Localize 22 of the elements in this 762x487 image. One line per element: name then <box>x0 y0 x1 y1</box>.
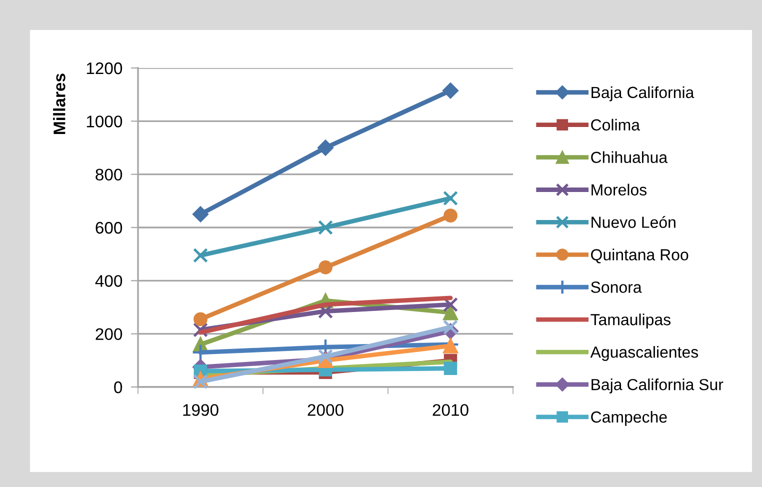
x-tick-label: 1990 <box>183 404 218 416</box>
y-tick-label: 800 <box>96 168 122 181</box>
x-tick-label: 2010 <box>432 404 468 416</box>
legend-label: Campeche <box>591 410 667 426</box>
legend-label: Nuevo León <box>592 216 676 228</box>
y-tick-label: 200 <box>96 328 122 340</box>
legend-label: Colima <box>591 118 640 131</box>
legend-label: Chihuahua <box>591 151 668 164</box>
y-tick-label: 0 <box>114 381 122 394</box>
legend-label: Tamaulipas <box>590 314 671 328</box>
y-tick-label: 1200 <box>86 62 122 74</box>
y-tick-label: 1000 <box>86 116 122 128</box>
y-tick-label: 600 <box>96 222 122 234</box>
x-tick-label: 2000 <box>308 404 344 416</box>
legend-label: Baja California <box>592 86 694 102</box>
y-tick-label: 400 <box>95 275 122 287</box>
legend-label: Quintana Roo <box>591 248 688 264</box>
y-axis-title: Millares <box>53 74 66 134</box>
legend-label: Aguascalientes <box>590 346 698 361</box>
legend-label: Morelos <box>592 184 647 196</box>
legend-label: Sonora <box>591 282 642 293</box>
legend-label: Baja California Sur <box>592 378 724 394</box>
